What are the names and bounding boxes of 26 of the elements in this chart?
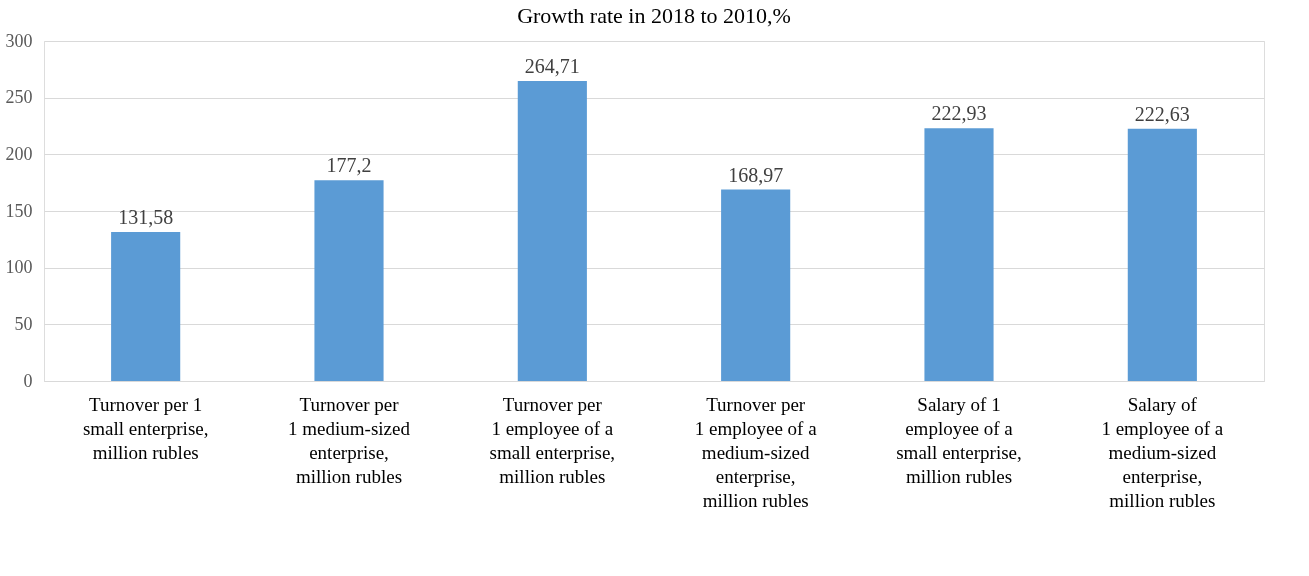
chart-title: Growth rate in 2018 to 2010,% — [517, 3, 791, 28]
y-tick-label: 0 — [23, 370, 33, 391]
bar — [721, 189, 791, 381]
y-tick-label: 150 — [5, 200, 33, 221]
bar — [111, 231, 181, 381]
y-tick-label: 200 — [5, 143, 33, 164]
y-tick-label: 100 — [5, 257, 33, 278]
x-tick-label: Salary of 1 employee of a medium-sized enterprise, million rubles — [1101, 393, 1224, 511]
data-label: 264,71 — [524, 55, 580, 77]
data-label: 222,63 — [1134, 102, 1190, 125]
y-tick-label: 250 — [5, 87, 33, 108]
x-tick-label: Turnover per 1 small enterprise, million rubles — [82, 393, 209, 463]
y-tick-label: 50 — [14, 313, 33, 334]
bar — [314, 180, 384, 381]
data-label: 177,2 — [326, 154, 372, 177]
bar — [1127, 128, 1197, 381]
x-tick-label: Salary of 1 employee of a small enterprise, million rubles — [896, 393, 1022, 487]
data-label: 222,93 — [931, 102, 987, 125]
x-tick-label: Turnover per 1 employee of a small enterprise, million rubles — [489, 393, 616, 487]
data-label: 131,58 — [118, 205, 174, 228]
bar — [924, 128, 994, 381]
x-tick-label: Turnover per 1 employee of a medium-sized enterprise, million rubles — [694, 393, 818, 511]
bar — [517, 81, 587, 381]
x-tick-label: Turnover per 1 medium-sized enterprise, million rubles — [288, 393, 411, 487]
y-tick-label: 300 — [5, 30, 33, 51]
data-label: 168,97 — [728, 163, 784, 186]
